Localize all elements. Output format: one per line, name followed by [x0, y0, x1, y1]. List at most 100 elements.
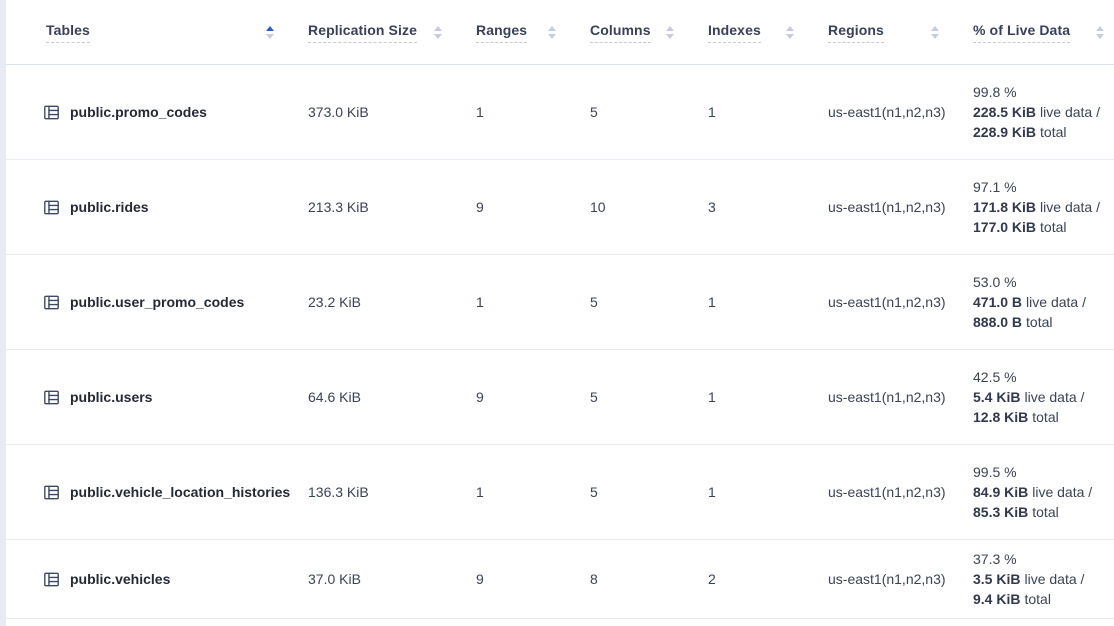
live-data-percent: 42.5 % — [973, 369, 1017, 385]
regions-cell: us-east1(n1,n2,n3) — [828, 484, 946, 500]
table-row: public.users 64.6 KiB 9 5 1 us-east1(n1,… — [6, 350, 1114, 445]
column-header-label: Regions — [828, 22, 884, 43]
column-header-label: Ranges — [476, 22, 528, 43]
live-data-size: 84.9 KiB live data / — [973, 484, 1093, 500]
table-name: public.user_promo_codes — [70, 294, 245, 310]
page-left-gutter — [0, 0, 6, 626]
columns-cell: 5 — [590, 294, 598, 310]
indexes-cell: 1 — [708, 389, 716, 405]
table-row: public.vehicles 37.0 KiB 9 8 2 us-east1(… — [6, 540, 1114, 619]
table-name-link[interactable]: public.user_promo_codes — [6, 294, 300, 311]
column-header-columns[interactable]: Columns — [582, 22, 700, 43]
replication-size-cell: 23.2 KiB — [308, 294, 361, 310]
table-icon — [43, 484, 60, 501]
column-header-label: Indexes — [708, 22, 761, 43]
column-header-replication-size[interactable]: Replication Size — [300, 22, 468, 43]
sort-desc-icon — [266, 33, 274, 39]
column-header-indexes[interactable]: Indexes — [700, 22, 820, 43]
indexes-cell: 1 — [708, 294, 716, 310]
sort-asc-icon — [666, 25, 674, 31]
columns-cell: 10 — [590, 199, 606, 215]
column-header-ranges[interactable]: Ranges — [468, 22, 582, 43]
table-icon — [43, 199, 60, 216]
live-data-cell: 99.5 % 84.9 KiB live data / 85.3 KiB total — [965, 462, 1114, 522]
table-icon — [43, 104, 60, 121]
sort-icon[interactable] — [254, 25, 274, 39]
sort-icon[interactable] — [1084, 25, 1104, 39]
column-header-label: Replication Size — [308, 22, 417, 43]
table-name-link[interactable]: public.vehicles — [6, 571, 300, 588]
indexes-cell: 1 — [708, 104, 716, 120]
table-header-row: Tables Replication Size Ranges Columns I… — [6, 0, 1114, 65]
live-data-percent: 99.5 % — [973, 464, 1017, 480]
live-data-percent: 97.1 % — [973, 179, 1017, 195]
live-data-size: 3.5 KiB live data / — [973, 571, 1085, 587]
sort-icon[interactable] — [536, 25, 556, 39]
regions-cell: us-east1(n1,n2,n3) — [828, 104, 946, 120]
table-name-link[interactable]: public.promo_codes — [6, 104, 300, 121]
table-row: public.vehicle_location_histories 136.3 … — [6, 445, 1114, 540]
live-data-size: 171.8 KiB live data / — [973, 199, 1100, 215]
column-header-regions[interactable]: Regions — [820, 22, 965, 43]
table-icon — [43, 294, 60, 311]
table-name: public.vehicle_location_histories — [70, 484, 291, 500]
ranges-cell: 1 — [476, 104, 484, 120]
sort-asc-icon — [1096, 25, 1104, 31]
table-name: public.rides — [70, 199, 149, 215]
sort-icon[interactable] — [774, 25, 794, 39]
sort-asc-icon — [786, 25, 794, 31]
regions-cell: us-east1(n1,n2,n3) — [828, 571, 946, 587]
regions-cell: us-east1(n1,n2,n3) — [828, 199, 946, 215]
sort-asc-icon — [266, 25, 274, 31]
column-header-label: % of Live Data — [973, 22, 1071, 43]
replication-size-cell: 37.0 KiB — [308, 571, 361, 587]
sort-asc-icon — [434, 25, 442, 31]
column-header-percent-live-data[interactable]: % of Live Data — [965, 22, 1114, 43]
live-data-cell: 42.5 % 5.4 KiB live data / 12.8 KiB total — [965, 367, 1114, 427]
ranges-cell: 1 — [476, 294, 484, 310]
replication-size-cell: 136.3 KiB — [308, 484, 369, 500]
live-data-percent: 53.0 % — [973, 274, 1017, 290]
sort-asc-icon — [931, 25, 939, 31]
table-name: public.users — [70, 389, 153, 405]
sort-icon[interactable] — [919, 25, 939, 39]
table-icon — [43, 389, 60, 406]
total-data-size: 177.0 KiB total — [973, 219, 1067, 235]
live-data-size: 5.4 KiB live data / — [973, 389, 1085, 405]
table-name: public.vehicles — [70, 571, 171, 587]
sort-desc-icon — [786, 33, 794, 39]
sort-desc-icon — [931, 33, 939, 39]
total-data-size: 9.4 KiB total — [973, 591, 1051, 607]
live-data-percent: 37.3 % — [973, 551, 1017, 567]
columns-cell: 5 — [590, 104, 598, 120]
replication-size-cell: 64.6 KiB — [308, 389, 361, 405]
table-name-link[interactable]: public.rides — [6, 199, 300, 216]
indexes-cell: 2 — [708, 571, 716, 587]
live-data-cell: 99.8 % 228.5 KiB live data / 228.9 KiB tot… — [965, 82, 1114, 142]
tables-list: Tables Replication Size Ranges Columns I… — [6, 0, 1114, 626]
ranges-cell: 1 — [476, 484, 484, 500]
table-name-link[interactable]: public.users — [6, 389, 300, 406]
ranges-cell: 9 — [476, 571, 484, 587]
columns-cell: 8 — [590, 571, 598, 587]
table-row: public.user_promo_codes 23.2 KiB 1 5 1 u… — [6, 255, 1114, 350]
regions-cell: us-east1(n1,n2,n3) — [828, 294, 946, 310]
sort-icon[interactable] — [654, 25, 674, 39]
table-row: public.rides 213.3 KiB 9 10 3 us-east1(n… — [6, 160, 1114, 255]
ranges-cell: 9 — [476, 199, 484, 215]
ranges-cell: 9 — [476, 389, 484, 405]
replication-size-cell: 373.0 KiB — [308, 104, 369, 120]
sort-icon[interactable] — [422, 25, 442, 39]
column-header-tables[interactable]: Tables — [6, 22, 300, 43]
table-name-link[interactable]: public.vehicle_location_histories — [6, 484, 300, 501]
sort-desc-icon — [1096, 33, 1104, 39]
live-data-percent: 99.8 % — [973, 84, 1017, 100]
total-data-size: 228.9 KiB total — [973, 124, 1067, 140]
column-header-label: Columns — [590, 22, 651, 43]
table-icon — [43, 571, 60, 588]
sort-desc-icon — [666, 33, 674, 39]
